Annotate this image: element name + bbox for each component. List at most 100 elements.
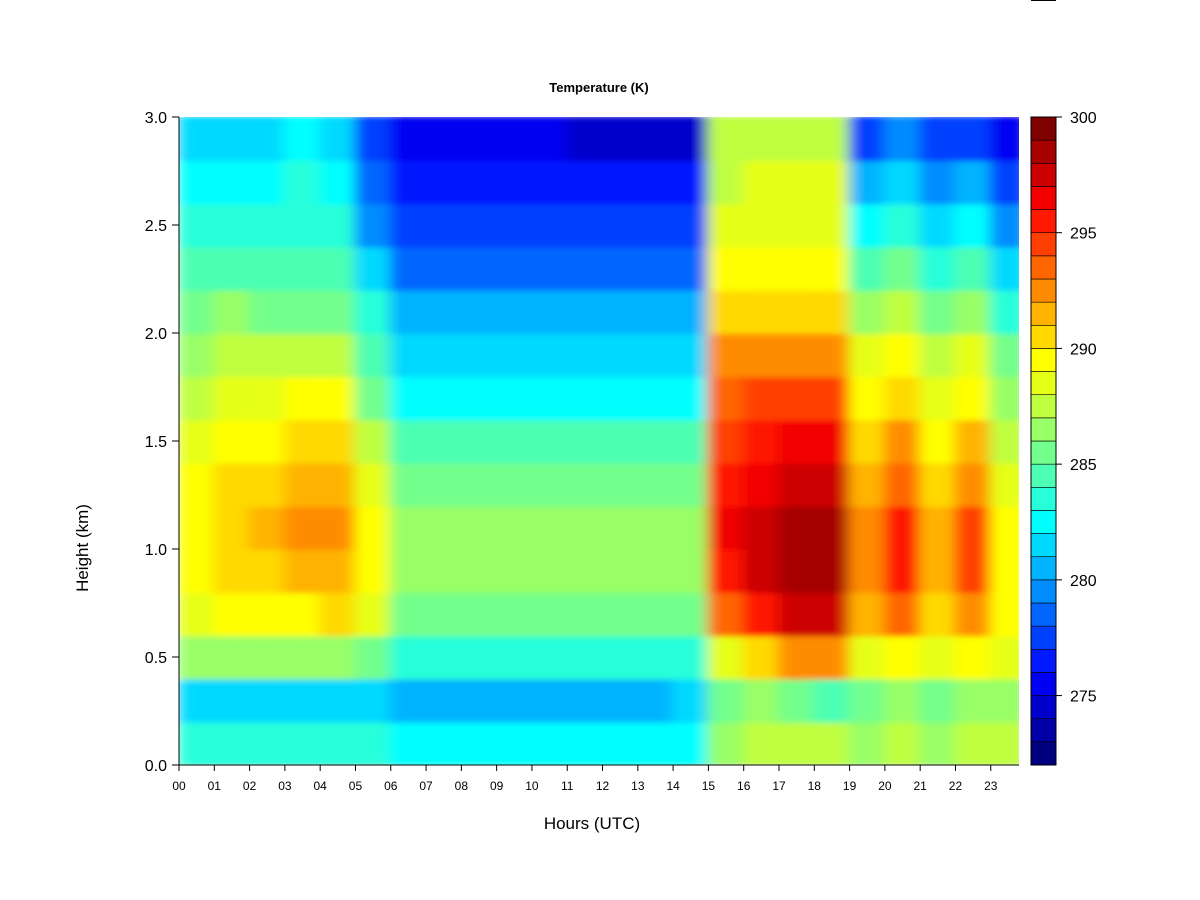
heatmap-cell xyxy=(179,117,216,162)
heatmap-cell xyxy=(883,332,922,378)
heatmap-cell xyxy=(389,418,428,464)
colorbar-segment xyxy=(1030,510,1057,534)
heatmap-cell xyxy=(707,375,745,421)
heatmap-cell xyxy=(954,677,992,723)
heatmap-cell xyxy=(989,461,1019,507)
heatmap-cell xyxy=(566,461,604,507)
heatmap-cell xyxy=(354,202,392,248)
heatmap-cell xyxy=(389,159,428,205)
heatmap-cell xyxy=(883,548,922,594)
heatmap-cell xyxy=(919,504,957,550)
heatmap-cell xyxy=(530,461,569,507)
heatmap-cell xyxy=(179,332,216,378)
y-tick-label: 1.0 xyxy=(145,542,167,559)
y-tick-label: 1.5 xyxy=(145,434,167,451)
heatmap-cell xyxy=(883,159,922,205)
heatmap-cell xyxy=(460,159,498,205)
heatmap-cell xyxy=(213,159,251,205)
x-tick-label: 01 xyxy=(208,779,222,793)
heatmap-cell xyxy=(636,677,675,723)
heatmap-cell xyxy=(848,677,886,723)
heatmap-cell xyxy=(354,159,392,205)
heatmap-cell xyxy=(319,245,357,291)
heatmap-cell xyxy=(778,634,816,680)
colorbar-segment xyxy=(1030,232,1057,257)
heatmap-cell xyxy=(707,288,745,334)
heatmap-cell xyxy=(213,461,251,507)
heatmap-cell xyxy=(813,418,851,464)
colorbar-segment xyxy=(1030,394,1057,419)
heatmap-cell xyxy=(636,634,675,680)
heatmap-cell xyxy=(213,202,251,248)
heatmap-cell xyxy=(248,720,286,765)
heatmap-cell xyxy=(248,461,286,507)
heatmap-cell xyxy=(495,245,533,291)
heatmap-cell xyxy=(389,461,428,507)
heatmap-cell xyxy=(283,288,322,334)
heatmap-cell xyxy=(495,418,533,464)
heatmap-cell xyxy=(179,375,216,421)
heatmap-cell xyxy=(742,117,780,162)
heatmap-cell xyxy=(813,117,851,162)
x-tick-label: 15 xyxy=(702,779,716,793)
heatmap-cell xyxy=(248,202,286,248)
heatmap-cell xyxy=(283,591,322,637)
heatmap-cell xyxy=(672,375,710,421)
heatmap-cell xyxy=(213,634,251,680)
heatmap-cell xyxy=(848,159,886,205)
heatmap-cell xyxy=(742,245,780,291)
heatmap-cell xyxy=(389,202,428,248)
heatmap-cell xyxy=(672,202,710,248)
heatmap-cell xyxy=(389,288,428,334)
heatmap-cell xyxy=(742,461,780,507)
x-tick-label: 17 xyxy=(772,779,786,793)
colorbar-segment xyxy=(1030,186,1057,210)
heatmap-cell xyxy=(179,504,216,550)
heatmap-cell xyxy=(989,720,1019,765)
heatmap-cell xyxy=(707,461,745,507)
heatmap-cell xyxy=(883,375,922,421)
heatmap-cell xyxy=(425,504,463,550)
colorbar-segment xyxy=(1030,209,1057,234)
heatmap-cell xyxy=(283,418,322,464)
colorbar-segment xyxy=(1030,417,1057,442)
heatmap-cell xyxy=(989,288,1019,334)
heatmap-cell xyxy=(954,332,992,378)
heatmap-cell xyxy=(954,202,992,248)
colorbar-segment xyxy=(1030,579,1057,604)
heatmap-cell xyxy=(495,677,533,723)
heatmap-cell xyxy=(778,245,816,291)
heatmap-cell xyxy=(425,548,463,594)
x-tick-label: 20 xyxy=(878,779,892,793)
heatmap-cell xyxy=(495,288,533,334)
heatmap-cell xyxy=(179,677,216,723)
heatmap-cell xyxy=(495,504,533,550)
colorbar-segment xyxy=(1030,324,1057,349)
heatmap-cell xyxy=(883,202,922,248)
heatmap-cell xyxy=(179,720,216,765)
heatmap-cell xyxy=(213,418,251,464)
heatmap-cell xyxy=(778,461,816,507)
heatmap-cell xyxy=(283,720,322,765)
x-tick-label: 10 xyxy=(525,779,539,793)
heatmap-cell xyxy=(742,591,780,637)
heatmap-cell xyxy=(283,461,322,507)
heatmap-cell xyxy=(179,245,216,291)
heatmap-cell xyxy=(848,720,886,765)
heatmap-cell xyxy=(848,332,886,378)
heatmap-cell xyxy=(636,591,675,637)
heatmap-cell xyxy=(742,159,780,205)
y-tick-label: 0.0 xyxy=(145,758,167,775)
heatmap-cell xyxy=(989,418,1019,464)
colorbar-frame xyxy=(1030,116,1057,766)
heatmap-cell xyxy=(601,418,639,464)
heatmap-cell xyxy=(813,159,851,205)
heatmap-cell xyxy=(954,504,992,550)
heatmap-cell xyxy=(389,591,428,637)
heatmap-cell xyxy=(530,117,569,162)
heatmap-cell xyxy=(566,720,604,765)
heatmap-cell xyxy=(919,375,957,421)
heatmap-cell xyxy=(813,332,851,378)
heatmap-cell xyxy=(636,375,675,421)
